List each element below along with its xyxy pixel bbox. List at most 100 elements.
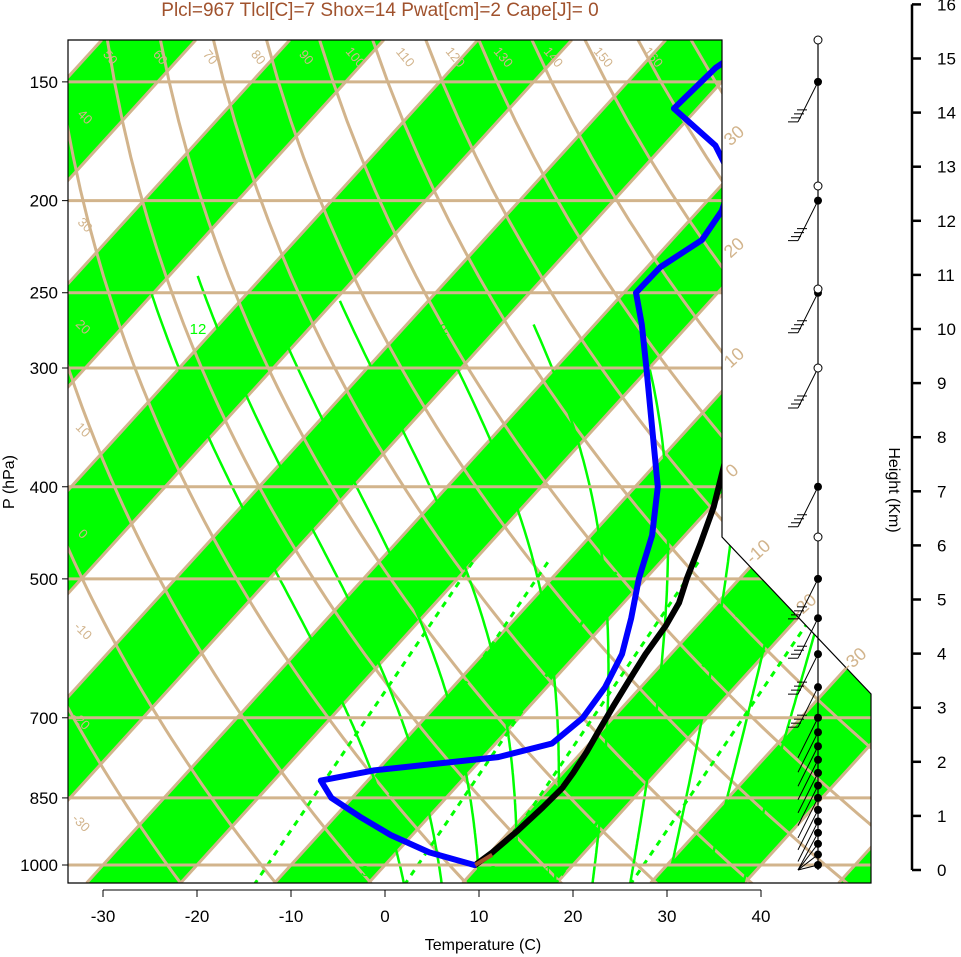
wind-barb-staff (797, 292, 819, 333)
height-tick-label: 7 (937, 482, 946, 501)
green-band (68, 40, 760, 883)
x-axis-title: Temperature (C) (425, 937, 541, 954)
isotherm-line (68, 40, 667, 883)
edge-label: 10 (73, 419, 94, 440)
temperature-tick-label: 0 (380, 907, 389, 926)
isotherm-label: 10 (720, 343, 748, 371)
dry-adiabat (884, 0, 961, 885)
wind-barb-staff (797, 617, 819, 659)
wind-barb-staff (797, 843, 819, 871)
isotherm-line (68, 40, 385, 883)
wind-level-open-dot (813, 532, 823, 542)
mixing-ratio-label: 8 (489, 863, 497, 880)
height-tick-label: 4 (937, 645, 946, 664)
temperature-tick-label: 10 (470, 907, 489, 926)
height-tick-label: 1 (937, 807, 946, 826)
wind-barb-staff (797, 200, 819, 241)
wind-barb-staff (797, 732, 819, 773)
dry-adiabat (68, 40, 470, 883)
moist-adiabat (431, 316, 561, 883)
mixing-ratio-line (252, 561, 474, 883)
wind-barb-staff (797, 797, 819, 839)
wind-barb-staff (797, 809, 819, 851)
mixing-ratio-line (327, 561, 550, 883)
chart-title: Plcl=967 Tlcl[C]=7 Shox=14 Pwat[cm]=2 Ca… (161, 0, 598, 21)
isotherm-label: 20 (720, 233, 748, 261)
height-tick-label: 5 (937, 591, 946, 610)
temperature-tick-label: -20 (185, 907, 210, 926)
pressure-tick-label: 850 (30, 789, 58, 808)
isotherm-line (68, 40, 291, 883)
dry-adiabat (438, 40, 871, 883)
temperature-tick-label: 20 (564, 907, 583, 926)
dry-adiabat (68, 40, 184, 883)
wind-barb-staff (797, 864, 819, 871)
wind-barb-staff (797, 854, 819, 871)
wind-level-open-dot (813, 35, 823, 45)
height-tick-label: 0 (937, 861, 946, 880)
temperature-axis: -30 -20 -10 0 10 20 30 40 (91, 889, 770, 926)
edge-label: -10 (71, 619, 95, 643)
temperature-tick-label: -10 (279, 907, 304, 926)
wind-barb-staff (797, 821, 819, 862)
temperature-tick-label: -30 (91, 907, 116, 926)
height-tick-label: 13 (937, 158, 956, 177)
pressure-tick-label: 700 (30, 709, 58, 728)
wind-barb-staff (797, 746, 819, 787)
height-tick-label: 10 (937, 320, 956, 339)
wind-barb-column (788, 35, 823, 871)
plot-area (68, 0, 961, 885)
pressure-tick-label: 400 (30, 478, 58, 497)
wind-barb-staff (797, 772, 819, 814)
wind-level-open-dot (813, 363, 823, 373)
wind-barb-staff (797, 759, 819, 801)
height-tick-label: 11 (937, 266, 955, 285)
wind-barb-staff (797, 653, 819, 695)
height-tick-label: 6 (937, 536, 946, 555)
dry-adiabat (68, 40, 279, 883)
pressure-tick-label: 500 (30, 570, 58, 589)
green-band (462, 40, 871, 883)
pressure-tick-label: 150 (30, 73, 58, 92)
isotherm-label: 110 (393, 44, 418, 70)
temperature-tick-label: 30 (658, 907, 677, 926)
height-tick-label: 2 (937, 753, 946, 772)
mixing-ratio-line (553, 561, 775, 883)
height-tick-label: 12 (937, 212, 956, 231)
dry-adiabat (142, 40, 660, 883)
isotherm-line (68, 40, 573, 883)
wind-barb-staff (797, 785, 819, 826)
pressure-tick-label: 200 (30, 192, 58, 211)
moist-adiabat (196, 275, 444, 883)
wind-barb-staff (797, 486, 819, 527)
mixing-ratio-label: 3 (361, 863, 369, 880)
green-band (68, 40, 384, 883)
lcl-marker (474, 853, 494, 867)
pressure-tick-label: 300 (30, 359, 58, 378)
dry-adiabat (340, 40, 871, 883)
dry-adiabat (241, 40, 851, 883)
wind-level-open-dot (813, 284, 823, 294)
dry-adiabat (290, 40, 871, 883)
isotherm-label: 30 (720, 121, 748, 149)
isotherm-line (555, 40, 871, 883)
mixing-ratio-label: 12 (190, 321, 207, 338)
mixing-ratio-label: 16 (263, 321, 280, 338)
green-band (274, 40, 871, 883)
wind-level-open-dot (813, 181, 823, 191)
isotherm-label: 70 (200, 47, 221, 68)
isotherm-line (68, 40, 479, 883)
wind-barb-staff (797, 578, 819, 620)
wind-barb-staff (797, 832, 819, 871)
height-tick-label: 16 (937, 0, 956, 14)
y-axis-title: P (hPa) (1, 455, 18, 509)
plot-frame (67, 39, 872, 884)
mixing-ratio-label: 32 (648, 321, 665, 338)
height-axis-title: Height (Km) (885, 447, 902, 532)
pressure-tick-label: 250 (30, 284, 58, 303)
wind-barb-staff (797, 367, 819, 409)
wind-barb-staff (797, 81, 819, 123)
height-tick-label: 3 (937, 699, 946, 718)
